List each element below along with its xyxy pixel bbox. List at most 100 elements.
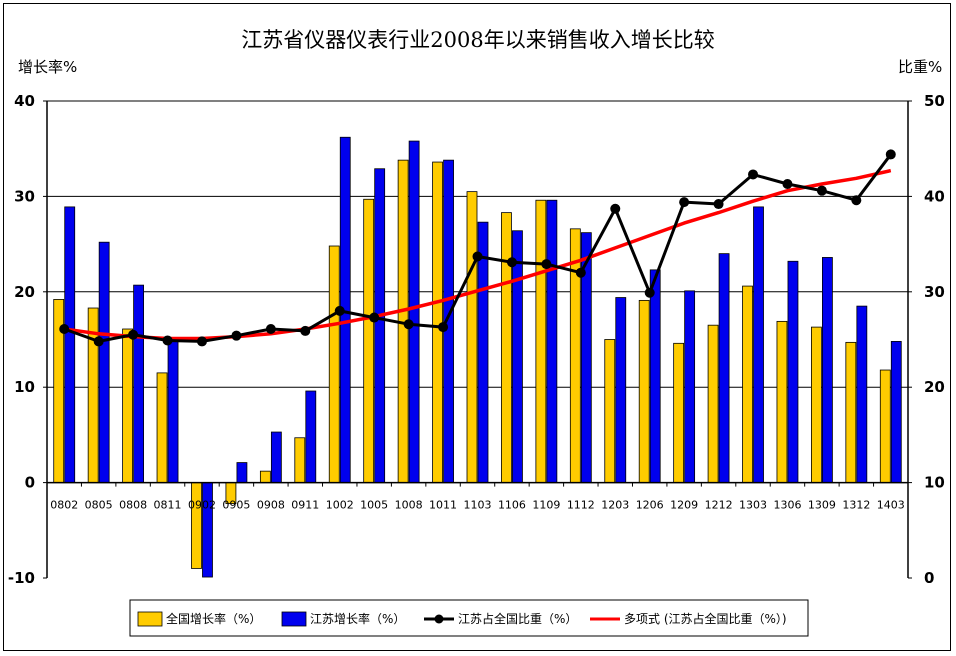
left-tick-label: 20: [14, 283, 35, 301]
share-point: [403, 319, 414, 330]
share-point: [265, 324, 276, 335]
bar-jiangsu: [64, 206, 76, 483]
x-tick-label: 1306: [773, 499, 801, 512]
left-axis-label: 增长率%: [18, 58, 77, 76]
share-point: [851, 195, 862, 206]
x-tick-label: 1011: [429, 499, 457, 512]
share-point: [541, 259, 552, 270]
legend-label-share: 江苏占全国比重（%）: [458, 611, 577, 626]
share-point: [713, 199, 724, 210]
share-point: [59, 324, 70, 335]
share-point: [748, 169, 759, 180]
right-tick-label: 0: [924, 569, 934, 587]
bar-jiangsu: [753, 206, 764, 483]
x-tick-label: 1206: [636, 499, 664, 512]
bar-jiangsu: [787, 260, 799, 484]
x-tick-label: 0805: [85, 499, 113, 512]
share-point: [782, 178, 793, 189]
bar-national: [742, 285, 753, 483]
x-tick-label: 1112: [567, 499, 595, 512]
share-point: [128, 329, 139, 340]
share-point: [93, 336, 104, 347]
bar-jiangsu: [890, 341, 902, 483]
legend-label-trendline: 多项式 (江苏占全国比重（%）): [624, 611, 787, 626]
x-tick-label: 1209: [670, 499, 698, 512]
right-tick-label: 50: [924, 92, 945, 110]
bar-jiangsu: [512, 230, 523, 484]
chart-title: 江苏省仪器仪表行业2008年以来销售收入增长比较: [241, 28, 714, 52]
bar-national: [259, 470, 271, 484]
x-tick-label: 1005: [360, 499, 388, 512]
x-tick-label: 1303: [739, 499, 767, 512]
right-tick-label: 10: [924, 474, 945, 492]
share-point: [885, 149, 896, 160]
right-axis-label: 比重%: [898, 58, 942, 76]
left-tick-label: 40: [14, 92, 35, 110]
bar-national: [776, 320, 788, 483]
legend-swatch-jiangsu-growth: [281, 611, 307, 627]
share-point: [300, 325, 311, 336]
x-tick-label: 0911: [291, 499, 319, 512]
x-tick-label: 1203: [601, 499, 629, 512]
right-tick-label: 20: [924, 378, 945, 396]
bar-national: [122, 328, 133, 484]
x-tick-label: 1103: [464, 499, 492, 512]
share-point: [334, 305, 345, 316]
share-point: [506, 257, 517, 268]
right-tick-label: 40: [924, 187, 945, 205]
share-point: [231, 330, 242, 341]
x-tick-label: 0811: [154, 499, 182, 512]
x-tick-label: 1403: [877, 499, 905, 512]
bar-jiangsu: [98, 241, 110, 484]
x-tick-label: 1312: [842, 499, 870, 512]
share-point: [369, 312, 380, 323]
right-tick-label: 30: [924, 283, 945, 301]
bar-jiangsu: [615, 297, 627, 483]
bar-national: [535, 199, 547, 484]
share-point: [438, 322, 449, 333]
bar-jiangsu: [133, 284, 145, 484]
legend-box: [129, 599, 809, 637]
share-line: [63, 153, 892, 343]
x-tick-label: 1309: [808, 499, 836, 512]
left-tick-label: -10: [8, 569, 35, 587]
share-point: [196, 336, 207, 347]
legend-label-national-growth: 全国增长率（%）: [166, 611, 261, 626]
bar-national: [569, 228, 581, 484]
bar-national: [294, 437, 306, 483]
bar-jiangsu: [167, 340, 179, 484]
bar-national: [363, 198, 375, 484]
x-tick-label: 0802: [50, 499, 78, 512]
bar-jiangsu: [305, 390, 317, 483]
x-tick-label: 1212: [705, 499, 733, 512]
chart-frame: [3, 3, 951, 651]
bar-national: [156, 372, 168, 484]
bar-jiangsu: [408, 140, 420, 484]
share-point: [472, 251, 483, 262]
bar-national: [604, 339, 616, 484]
ticks-group: 40 30 20 10 0 -10 50 40 30 20 10 0 0802 0805 0808 0811 0…: [8, 92, 945, 587]
legend-swatch-share-marker: [434, 614, 444, 624]
bar-jiangsu: [684, 290, 696, 484]
bar-national: [673, 342, 685, 484]
bar-jiangsu: [477, 221, 489, 483]
x-tick-label: 1106: [498, 499, 526, 512]
lines-group: [59, 149, 896, 347]
x-tick-label: 0905: [222, 499, 250, 512]
x-tick-label: 1002: [326, 499, 354, 512]
x-tick-label: 0908: [257, 499, 285, 512]
bar-jiangsu: [236, 462, 248, 484]
bar-jiangsu: [856, 305, 868, 483]
bar-national: [328, 245, 340, 483]
share-point: [644, 287, 655, 298]
legend: 全国增长率（%） 江苏增长率（%） 江苏占全国比重（%） 多项式 (江苏占全国比…: [129, 599, 809, 637]
bar-jiangsu: [822, 257, 833, 483]
share-point: [575, 267, 586, 278]
legend-swatch-national-growth: [137, 611, 163, 627]
bar-national: [879, 369, 891, 484]
share-point: [610, 203, 621, 214]
legend-label-jiangsu-growth: 江苏增长率（%）: [310, 611, 405, 626]
bar-national: [432, 161, 443, 484]
bar-national: [501, 212, 512, 483]
